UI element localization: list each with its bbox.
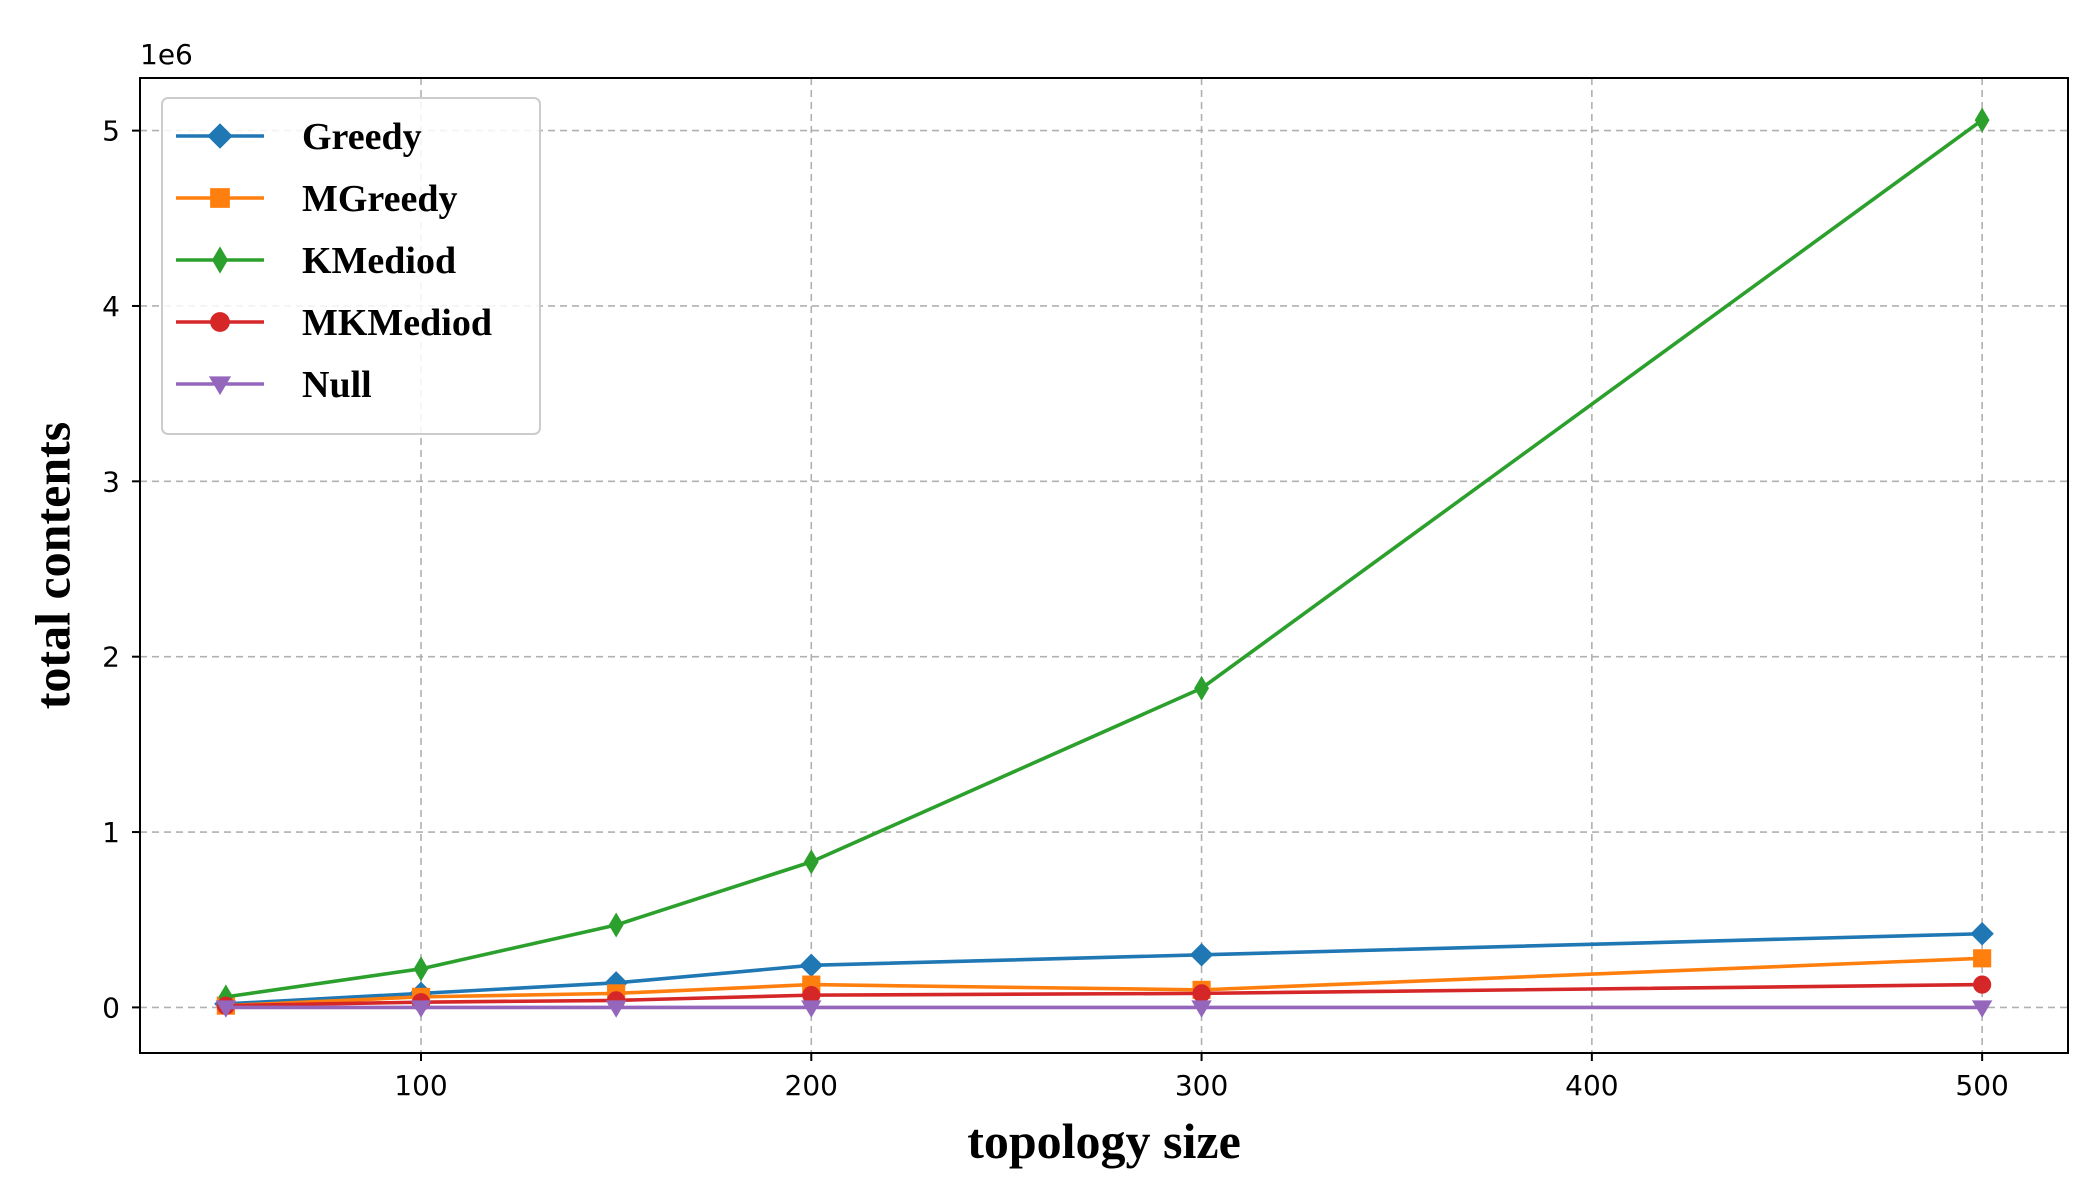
- y-tick-label: 1: [102, 816, 120, 849]
- series-null: [215, 1000, 1993, 1018]
- series-line-greedy: [225, 931, 1983, 1006]
- legend-label-mkmediod: MKMediod: [302, 302, 492, 344]
- legend-label-null: Null: [302, 364, 372, 406]
- legend-item-mgreedy: MGreedy: [176, 178, 457, 220]
- x-axis-title: topology size: [967, 1113, 1241, 1169]
- data-point-null: [1191, 1000, 1212, 1018]
- y-axis-offset-text: 1e6: [140, 38, 193, 71]
- data-point-greedy: [1970, 922, 1994, 946]
- series-line-mkmediod: [225, 982, 1983, 1008]
- data-point-null: [215, 1000, 237, 1018]
- data-point-kmediod: [413, 956, 429, 982]
- y-tick-label: 5: [102, 115, 120, 148]
- legend-marker-greedy: [207, 123, 233, 149]
- plot-area-frame: [139, 77, 2069, 1054]
- legend-marker-mgreedy: [210, 188, 230, 208]
- y-tick-label: 2: [102, 641, 120, 674]
- y-axis: 0 1 2 3 4 5: [102, 115, 140, 1024]
- legend-marker-mkmediod: [210, 312, 230, 332]
- data-point-greedy: [1189, 943, 1214, 967]
- series-mgreedy: [216, 949, 1992, 1015]
- data-point-kmediod: [1194, 675, 1209, 701]
- legend-item-null: Null: [176, 364, 372, 406]
- y-tick-label: 3: [102, 465, 120, 498]
- legend-label-mgreedy: MGreedy: [302, 178, 457, 220]
- series-line-mgreedy: [225, 956, 1983, 1008]
- x-axis: 100 200 300 400 500: [394, 1053, 2009, 1102]
- legend-item-mkmediod: MKMediod: [176, 302, 492, 344]
- data-point-greedy: [799, 953, 823, 978]
- data-point-kmediod: [1974, 107, 1990, 133]
- legend-item-kmediod: KMediod: [176, 240, 456, 282]
- legend-marker-null: [208, 376, 232, 396]
- x-tick-label: 100: [394, 1069, 447, 1102]
- legend-item-greedy: Greedy: [176, 116, 422, 158]
- data-point-kmediod: [608, 912, 624, 938]
- y-axis-title: total contents: [24, 422, 80, 709]
- series-line-kmediod: [225, 118, 1984, 999]
- x-tick-label: 200: [785, 1069, 838, 1102]
- x-tick-label: 400: [1565, 1069, 1618, 1102]
- legend-box: [161, 97, 541, 435]
- data-point-null: [1971, 1000, 1993, 1018]
- data-point-null: [410, 1000, 432, 1018]
- legend-label-kmediod: KMediod: [302, 240, 456, 282]
- legend-label-greedy: Greedy: [302, 116, 422, 158]
- data-point-null: [801, 1000, 822, 1018]
- y-tick-label: 0: [102, 991, 120, 1024]
- data-point-mkmediod: [1192, 984, 1211, 1003]
- x-tick-label: 500: [1955, 1069, 2008, 1102]
- data-point-mkmediod: [1973, 975, 1992, 994]
- data-point-kmediod: [803, 849, 819, 875]
- series-layer: [214, 107, 1994, 1018]
- legend-marker-kmediod: [211, 246, 229, 274]
- legend: Greedy MGreedy KMediod MKMediod Null: [161, 97, 541, 435]
- data-point-null: [605, 1000, 627, 1018]
- y-tick-label: 4: [102, 290, 120, 323]
- data-point-mgreedy: [1973, 949, 1992, 968]
- x-tick-label: 300: [1175, 1069, 1228, 1102]
